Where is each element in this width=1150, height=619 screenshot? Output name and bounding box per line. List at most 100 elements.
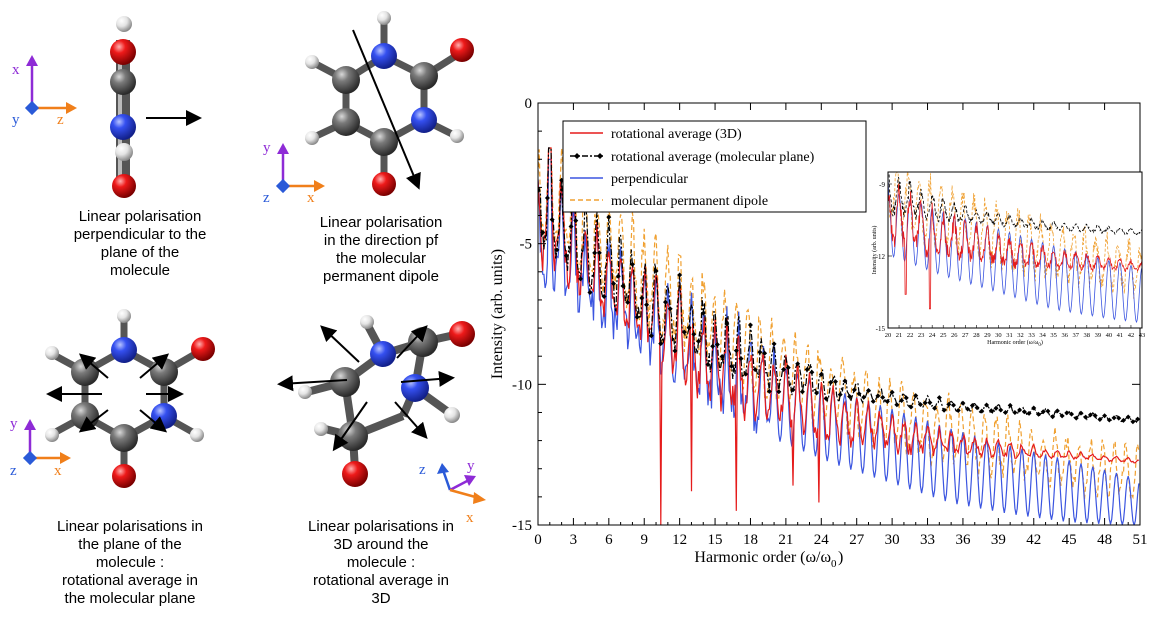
- series-marker: [899, 397, 905, 403]
- series-marker: [752, 367, 758, 373]
- inset-x-tick-label: 25: [940, 332, 947, 339]
- series-marker: [889, 389, 895, 395]
- series-marker: [615, 273, 621, 279]
- series-marker: [1054, 408, 1060, 414]
- series-marker: [828, 379, 834, 385]
- x-tick-label: 45: [1062, 532, 1077, 548]
- caption-line: permanent dipole: [323, 268, 439, 285]
- caption-line: Linear polarisation: [319, 214, 443, 231]
- series-marker: [799, 389, 805, 395]
- caption-line: rotational average in: [62, 572, 198, 589]
- series-marker: [1078, 410, 1084, 416]
- inset-x-tick-label: 26: [951, 332, 958, 339]
- series-marker: [577, 276, 583, 282]
- series-marker: [1125, 414, 1131, 420]
- caption-line: molecule: [109, 262, 171, 279]
- series-marker: [639, 295, 645, 301]
- series-marker: [804, 367, 810, 373]
- series-marker: [540, 229, 546, 235]
- series-marker: [1092, 413, 1098, 419]
- axis-label-z: z: [263, 190, 270, 206]
- series-marker: [554, 247, 560, 253]
- inset-x-tick-label: 34: [1039, 332, 1046, 339]
- series-marker: [662, 299, 668, 305]
- axis-label-z: z: [57, 112, 64, 128]
- x-tick-label: 24: [814, 532, 830, 548]
- inset-x-tick-label: 35: [1050, 332, 1057, 339]
- series-line-1: [538, 147, 1139, 424]
- series-marker: [1135, 416, 1140, 422]
- x-tick-label: 27: [849, 532, 865, 548]
- series-marker: [573, 218, 579, 224]
- axis-label-y: y: [263, 140, 271, 156]
- series-marker: [894, 402, 900, 408]
- series-marker: [960, 400, 966, 406]
- series-marker: [606, 214, 612, 220]
- series-line-0: [538, 147, 1139, 525]
- series-marker: [832, 379, 838, 385]
- caption-panel-4: Linear polarisations in 3D around the mo…: [281, 518, 481, 608]
- axis-label-x: x: [54, 463, 62, 479]
- series-marker: [913, 393, 919, 399]
- series-marker: [738, 356, 744, 362]
- series-marker: [875, 393, 881, 399]
- series-marker: [950, 402, 956, 408]
- x-tick-label: 3: [570, 532, 578, 548]
- axes-triad-3: [22, 419, 71, 466]
- series-marker: [946, 401, 952, 407]
- series-marker: [1069, 411, 1075, 417]
- series-marker: [884, 399, 890, 405]
- series-marker: [1017, 407, 1023, 413]
- inset-x-tick-label: 33: [1028, 332, 1035, 339]
- series-marker: [1087, 412, 1093, 418]
- caption-line: perpendicular to the: [73, 226, 207, 243]
- x-axis-label: Harmonic order (ω/ω: [694, 549, 831, 566]
- series-marker: [993, 405, 999, 411]
- series-marker: [629, 261, 635, 267]
- series-marker: [880, 394, 886, 400]
- series-marker: [549, 217, 555, 223]
- inset-series-line-2: [888, 176, 1142, 324]
- series-marker: [903, 395, 909, 401]
- caption-line: 3D around the: [333, 536, 429, 553]
- inset-x-tick-label: 29: [984, 332, 991, 339]
- series-marker: [601, 293, 607, 299]
- inset-y-tick-label: -12: [876, 253, 886, 261]
- x-tick-label: 12: [672, 532, 687, 548]
- caption-line: Linear polarisations in: [308, 518, 454, 535]
- series-marker: [965, 406, 971, 412]
- series-marker: [653, 268, 659, 274]
- inset-x-tick-label: 39: [1095, 332, 1102, 339]
- caption-panel-3: Linear polarisations in the plane of the…: [30, 518, 230, 608]
- series-marker: [856, 391, 862, 397]
- x-tick-label: 30: [885, 532, 900, 548]
- series-marker: [747, 322, 753, 328]
- series-marker: [568, 224, 574, 230]
- series-marker: [988, 408, 994, 414]
- series-marker: [785, 365, 791, 371]
- series-marker: [847, 394, 853, 400]
- axes-triad-4: [437, 463, 486, 504]
- caption-panel-2: Linear polarisation in the direction pf …: [293, 214, 469, 286]
- series-marker: [1007, 402, 1013, 408]
- x-tick-label: 6: [605, 532, 613, 548]
- caption-line: plane of the: [100, 244, 180, 261]
- y-axis-label: Intensity (arb. units): [489, 249, 506, 379]
- series-marker: [691, 331, 697, 337]
- inset-x-tick-label: 41: [1117, 332, 1124, 339]
- molecule-side-view: [110, 16, 136, 198]
- series-marker: [620, 283, 626, 289]
- series-marker: [658, 341, 664, 347]
- series-marker: [1083, 414, 1089, 420]
- inset-series-line-0: [888, 183, 1142, 310]
- series-marker: [1102, 413, 1108, 419]
- series-marker: [592, 250, 598, 256]
- x-axis-label-sub: 0: [831, 558, 837, 570]
- inset-x-tick-label: 37: [1072, 332, 1079, 339]
- series-marker: [1050, 414, 1056, 420]
- caption-line: Linear polarisations in: [57, 518, 203, 535]
- series-marker: [851, 387, 857, 393]
- x-tick-label: 0: [534, 532, 542, 548]
